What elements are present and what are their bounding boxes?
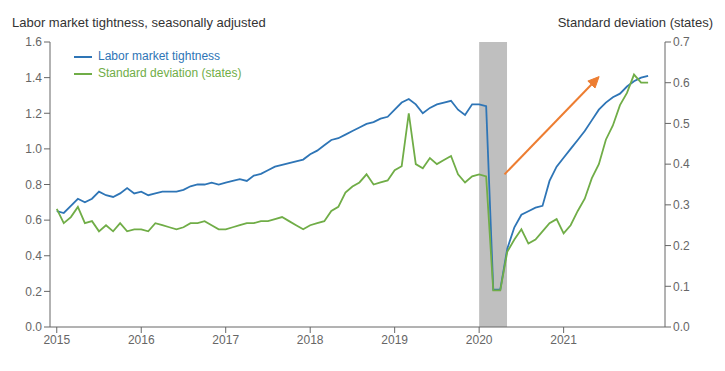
svg-text:2018: 2018 [297,333,324,347]
svg-text:0.0: 0.0 [673,320,690,334]
svg-text:1.0: 1.0 [25,142,42,156]
svg-text:0.7: 0.7 [673,35,690,49]
svg-text:2021: 2021 [550,333,577,347]
svg-text:0.4: 0.4 [673,157,690,171]
svg-text:2016: 2016 [128,333,155,347]
svg-text:0.6: 0.6 [25,213,42,227]
svg-text:1.4: 1.4 [25,71,42,85]
svg-text:0.3: 0.3 [673,198,690,212]
svg-text:2019: 2019 [381,333,408,347]
html-text:Standard deviation (states): Standard deviation (states) [98,66,242,80]
svg-text:0.5: 0.5 [673,117,690,131]
svg-text:0.2: 0.2 [673,239,690,253]
svg-text:0.6: 0.6 [673,76,690,90]
html-text:Labor market tightness: Labor market tightness [98,49,221,63]
svg-text:0.4: 0.4 [25,249,42,263]
svg-text:0.0: 0.0 [25,320,42,334]
svg-text:1.6: 1.6 [25,35,42,49]
svg-text:2017: 2017 [212,333,239,347]
svg-text:0.1: 0.1 [673,280,690,294]
svg-text:2015: 2015 [43,333,70,347]
html-text:Standard deviation (states): Standard deviation (states) [557,15,713,30]
svg-text:0.8: 0.8 [25,178,42,192]
svg-text:2020: 2020 [466,333,493,347]
svg-text:0.2: 0.2 [25,285,42,299]
svg-text:1.2: 1.2 [25,107,42,121]
html-text:Labor market tightness, season: Labor market tightness, seasonally adjus… [12,15,266,30]
